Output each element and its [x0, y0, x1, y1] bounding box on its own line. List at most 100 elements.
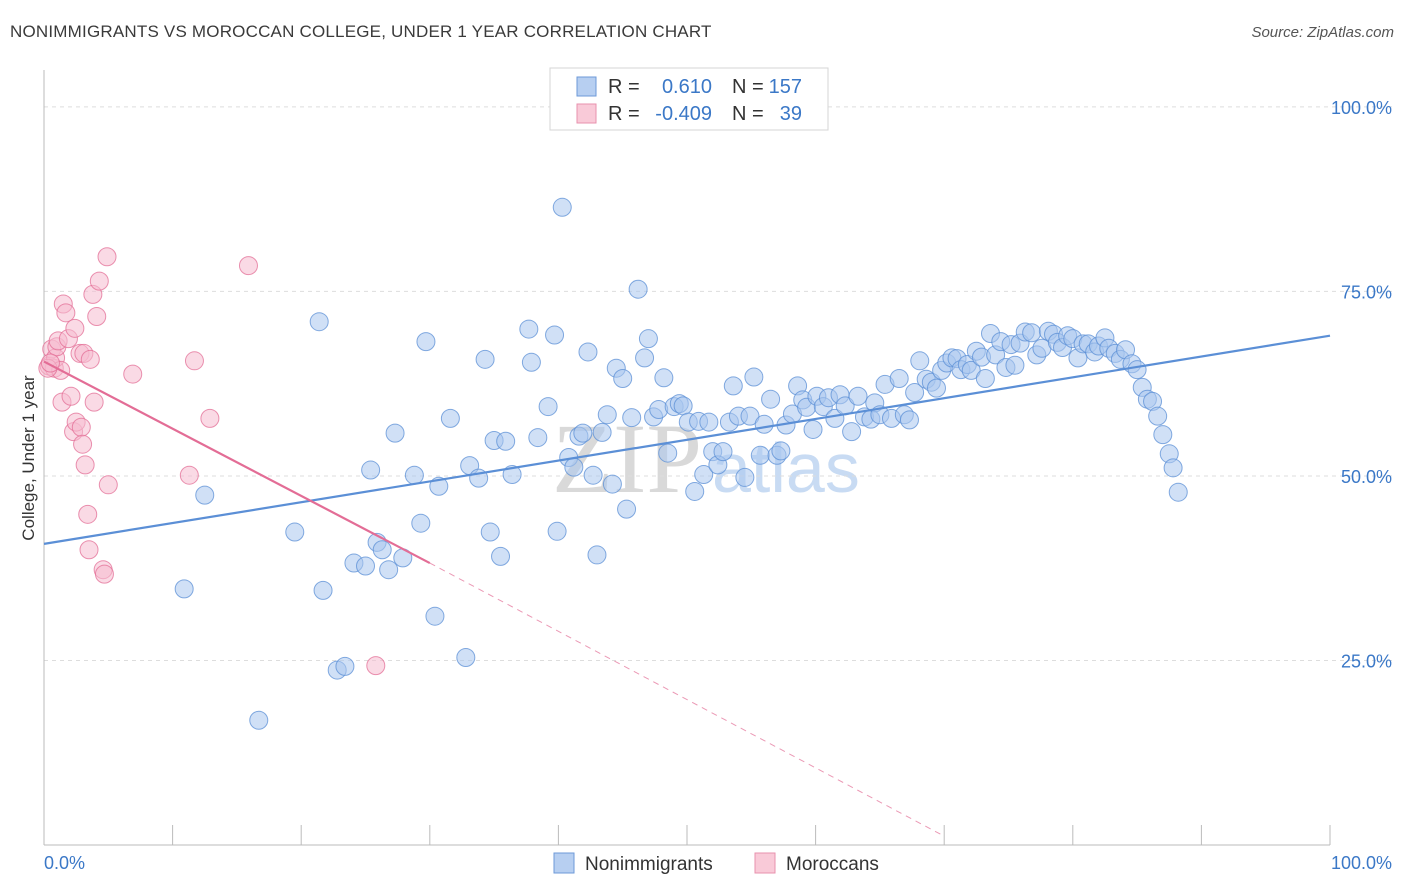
point-moroccans-24: [84, 392, 104, 412]
point-moroccans-34: [200, 408, 220, 428]
point-nonimmigrants-21: [440, 408, 460, 428]
point-nonimmigrants-94: [848, 386, 868, 406]
legend-swatch-moroccans: [576, 103, 597, 124]
legend-r-label: R =: [608, 76, 640, 98]
point-nonimmigrants-2: [249, 710, 269, 730]
point-nonimmigrants-13: [379, 560, 399, 580]
point-moroccans-35: [238, 256, 258, 276]
point-nonimmigrants-12: [372, 540, 392, 560]
legend-box: R = 0.610 N = 157 R = -0.409 N = 39: [549, 67, 829, 131]
legend-n-label-2: N =: [732, 103, 764, 125]
source-label: Source: ZipAtlas.com: [1251, 24, 1394, 41]
point-nonimmigrants-17: [411, 513, 431, 533]
point-moroccans-28: [94, 564, 114, 584]
point-nonimmigrants-22: [456, 648, 476, 668]
point-nonimmigrants-75: [744, 367, 764, 387]
y-axis-label: College, Under 1 year: [19, 375, 38, 541]
point-moroccans-13: [65, 318, 85, 338]
chart-title: NONIMMIGRANTS VS MOROCCAN COLLEGE, UNDER…: [10, 22, 712, 41]
point-moroccans-19: [75, 455, 95, 475]
point-nonimmigrants-30: [502, 464, 522, 484]
point-nonimmigrants-101: [889, 369, 909, 389]
point-nonimmigrants-1: [195, 485, 215, 505]
point-nonimmigrants-76: [750, 445, 770, 465]
y-tick-label-100: 100.0%: [1331, 98, 1392, 118]
point-nonimmigrants-78: [761, 389, 781, 409]
point-moroccans-36: [366, 656, 386, 676]
series-moroccans: [38, 247, 386, 676]
y-tick-label-50: 50.0%: [1341, 467, 1392, 487]
point-nonimmigrants-58: [658, 443, 678, 463]
point-nonimmigrants-3: [285, 522, 305, 542]
point-nonimmigrants-16: [404, 465, 424, 485]
point-nonimmigrants-32: [521, 352, 541, 372]
point-nonimmigrants-147: [1127, 360, 1147, 380]
point-nonimmigrants-151: [1148, 406, 1168, 426]
point-nonimmigrants-49: [613, 369, 633, 389]
point-nonimmigrants-104: [905, 383, 925, 403]
legend-n-value-nonimmigrants: 157: [769, 76, 802, 98]
point-nonimmigrants-56: [649, 400, 669, 420]
legend-r-value-moroccans: -0.409: [655, 103, 712, 125]
point-nonimmigrants-63: [685, 481, 705, 501]
point-nonimmigrants-93: [842, 422, 862, 442]
data-points: [38, 197, 1188, 730]
point-nonimmigrants-61: [673, 396, 693, 416]
point-nonimmigrants-33: [528, 428, 548, 448]
point-nonimmigrants-155: [1168, 482, 1188, 502]
point-moroccans-20: [78, 504, 98, 524]
point-nonimmigrants-53: [635, 348, 655, 368]
point-nonimmigrants-10: [361, 460, 381, 480]
legend-swatch-nonimmigrants: [576, 76, 597, 97]
point-nonimmigrants-115: [961, 360, 981, 380]
x-tick-label-0: 0.0%: [44, 853, 85, 873]
bottom-legend-swatch-nonimmigrants: [553, 852, 575, 874]
point-nonimmigrants-4: [309, 312, 329, 332]
point-moroccans-29: [97, 247, 117, 267]
point-nonimmigrants-26: [480, 522, 500, 542]
grid: [44, 106, 1392, 661]
point-nonimmigrants-41: [573, 423, 593, 443]
point-nonimmigrants-80: [771, 441, 791, 461]
point-nonimmigrants-73: [735, 467, 755, 487]
point-nonimmigrants-52: [628, 279, 648, 299]
trend-extension-moroccans: [429, 562, 945, 837]
legend-n-value-moroccans: 39: [780, 103, 802, 125]
legend-r-value-nonimmigrants: 0.610: [662, 76, 712, 98]
point-moroccans-16: [71, 417, 91, 437]
point-nonimmigrants-74: [740, 406, 760, 426]
tick-labels: 25.0% 50.0% 75.0% 100.0% 0.0% 100.0%: [44, 98, 1392, 873]
point-nonimmigrants-43: [583, 465, 603, 485]
point-nonimmigrants-108: [926, 378, 946, 398]
point-nonimmigrants-69: [713, 442, 733, 462]
point-moroccans-17: [73, 434, 93, 454]
point-nonimmigrants-34: [538, 397, 558, 417]
point-nonimmigrants-9: [356, 556, 375, 576]
point-nonimmigrants-57: [654, 368, 674, 388]
point-nonimmigrants-54: [638, 329, 658, 349]
point-nonimmigrants-0: [174, 579, 194, 599]
bottom-legend: Nonimmigrants Moroccans: [553, 852, 879, 875]
legend-r-label-2: R =: [608, 103, 640, 125]
trend-lines: [43, 334, 1331, 837]
point-nonimmigrants-31: [519, 319, 539, 339]
watermark-atlas: atlas: [712, 429, 860, 507]
point-nonimmigrants-37: [552, 197, 572, 217]
x-tick-label-100: 100.0%: [1331, 853, 1392, 873]
y-tick-label-75: 75.0%: [1341, 282, 1392, 302]
point-nonimmigrants-105: [910, 351, 930, 371]
point-nonimmigrants-18: [416, 332, 436, 352]
point-nonimmigrants-5: [313, 580, 333, 600]
point-nonimmigrants-103: [899, 410, 919, 430]
point-nonimmigrants-44: [587, 545, 607, 565]
point-moroccans-33: [184, 351, 204, 371]
point-nonimmigrants-118: [975, 369, 995, 389]
point-nonimmigrants-71: [723, 376, 743, 396]
point-moroccans-22: [80, 349, 100, 369]
point-nonimmigrants-77: [754, 414, 774, 434]
point-moroccans-32: [179, 465, 199, 485]
point-nonimmigrants-7: [335, 656, 355, 676]
trend-line-nonimmigrants: [43, 334, 1331, 545]
bottom-legend-moroccans: Moroccans: [786, 854, 879, 875]
point-nonimmigrants-50: [617, 499, 637, 519]
